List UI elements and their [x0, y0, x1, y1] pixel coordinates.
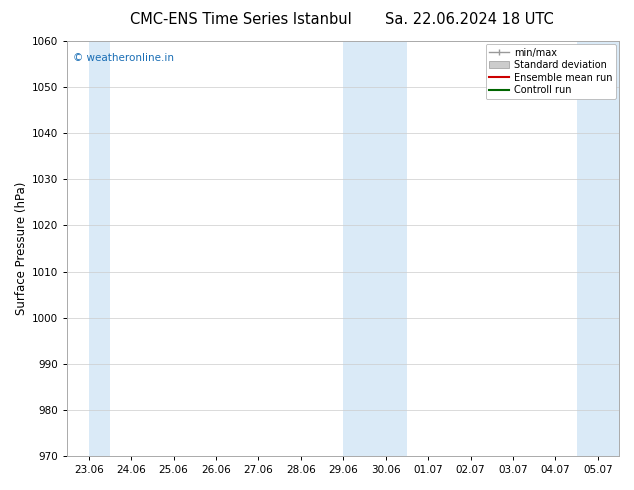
- Bar: [576, 41, 619, 456]
- Bar: [343, 41, 407, 456]
- Text: Sa. 22.06.2024 18 UTC: Sa. 22.06.2024 18 UTC: [385, 12, 553, 27]
- Y-axis label: Surface Pressure (hPa): Surface Pressure (hPa): [15, 182, 28, 315]
- Legend: min/max, Standard deviation, Ensemble mean run, Controll run: min/max, Standard deviation, Ensemble me…: [486, 44, 616, 99]
- Text: CMC-ENS Time Series Istanbul: CMC-ENS Time Series Istanbul: [130, 12, 352, 27]
- Text: © weatheronline.in: © weatheronline.in: [73, 53, 174, 64]
- Bar: [89, 41, 110, 456]
